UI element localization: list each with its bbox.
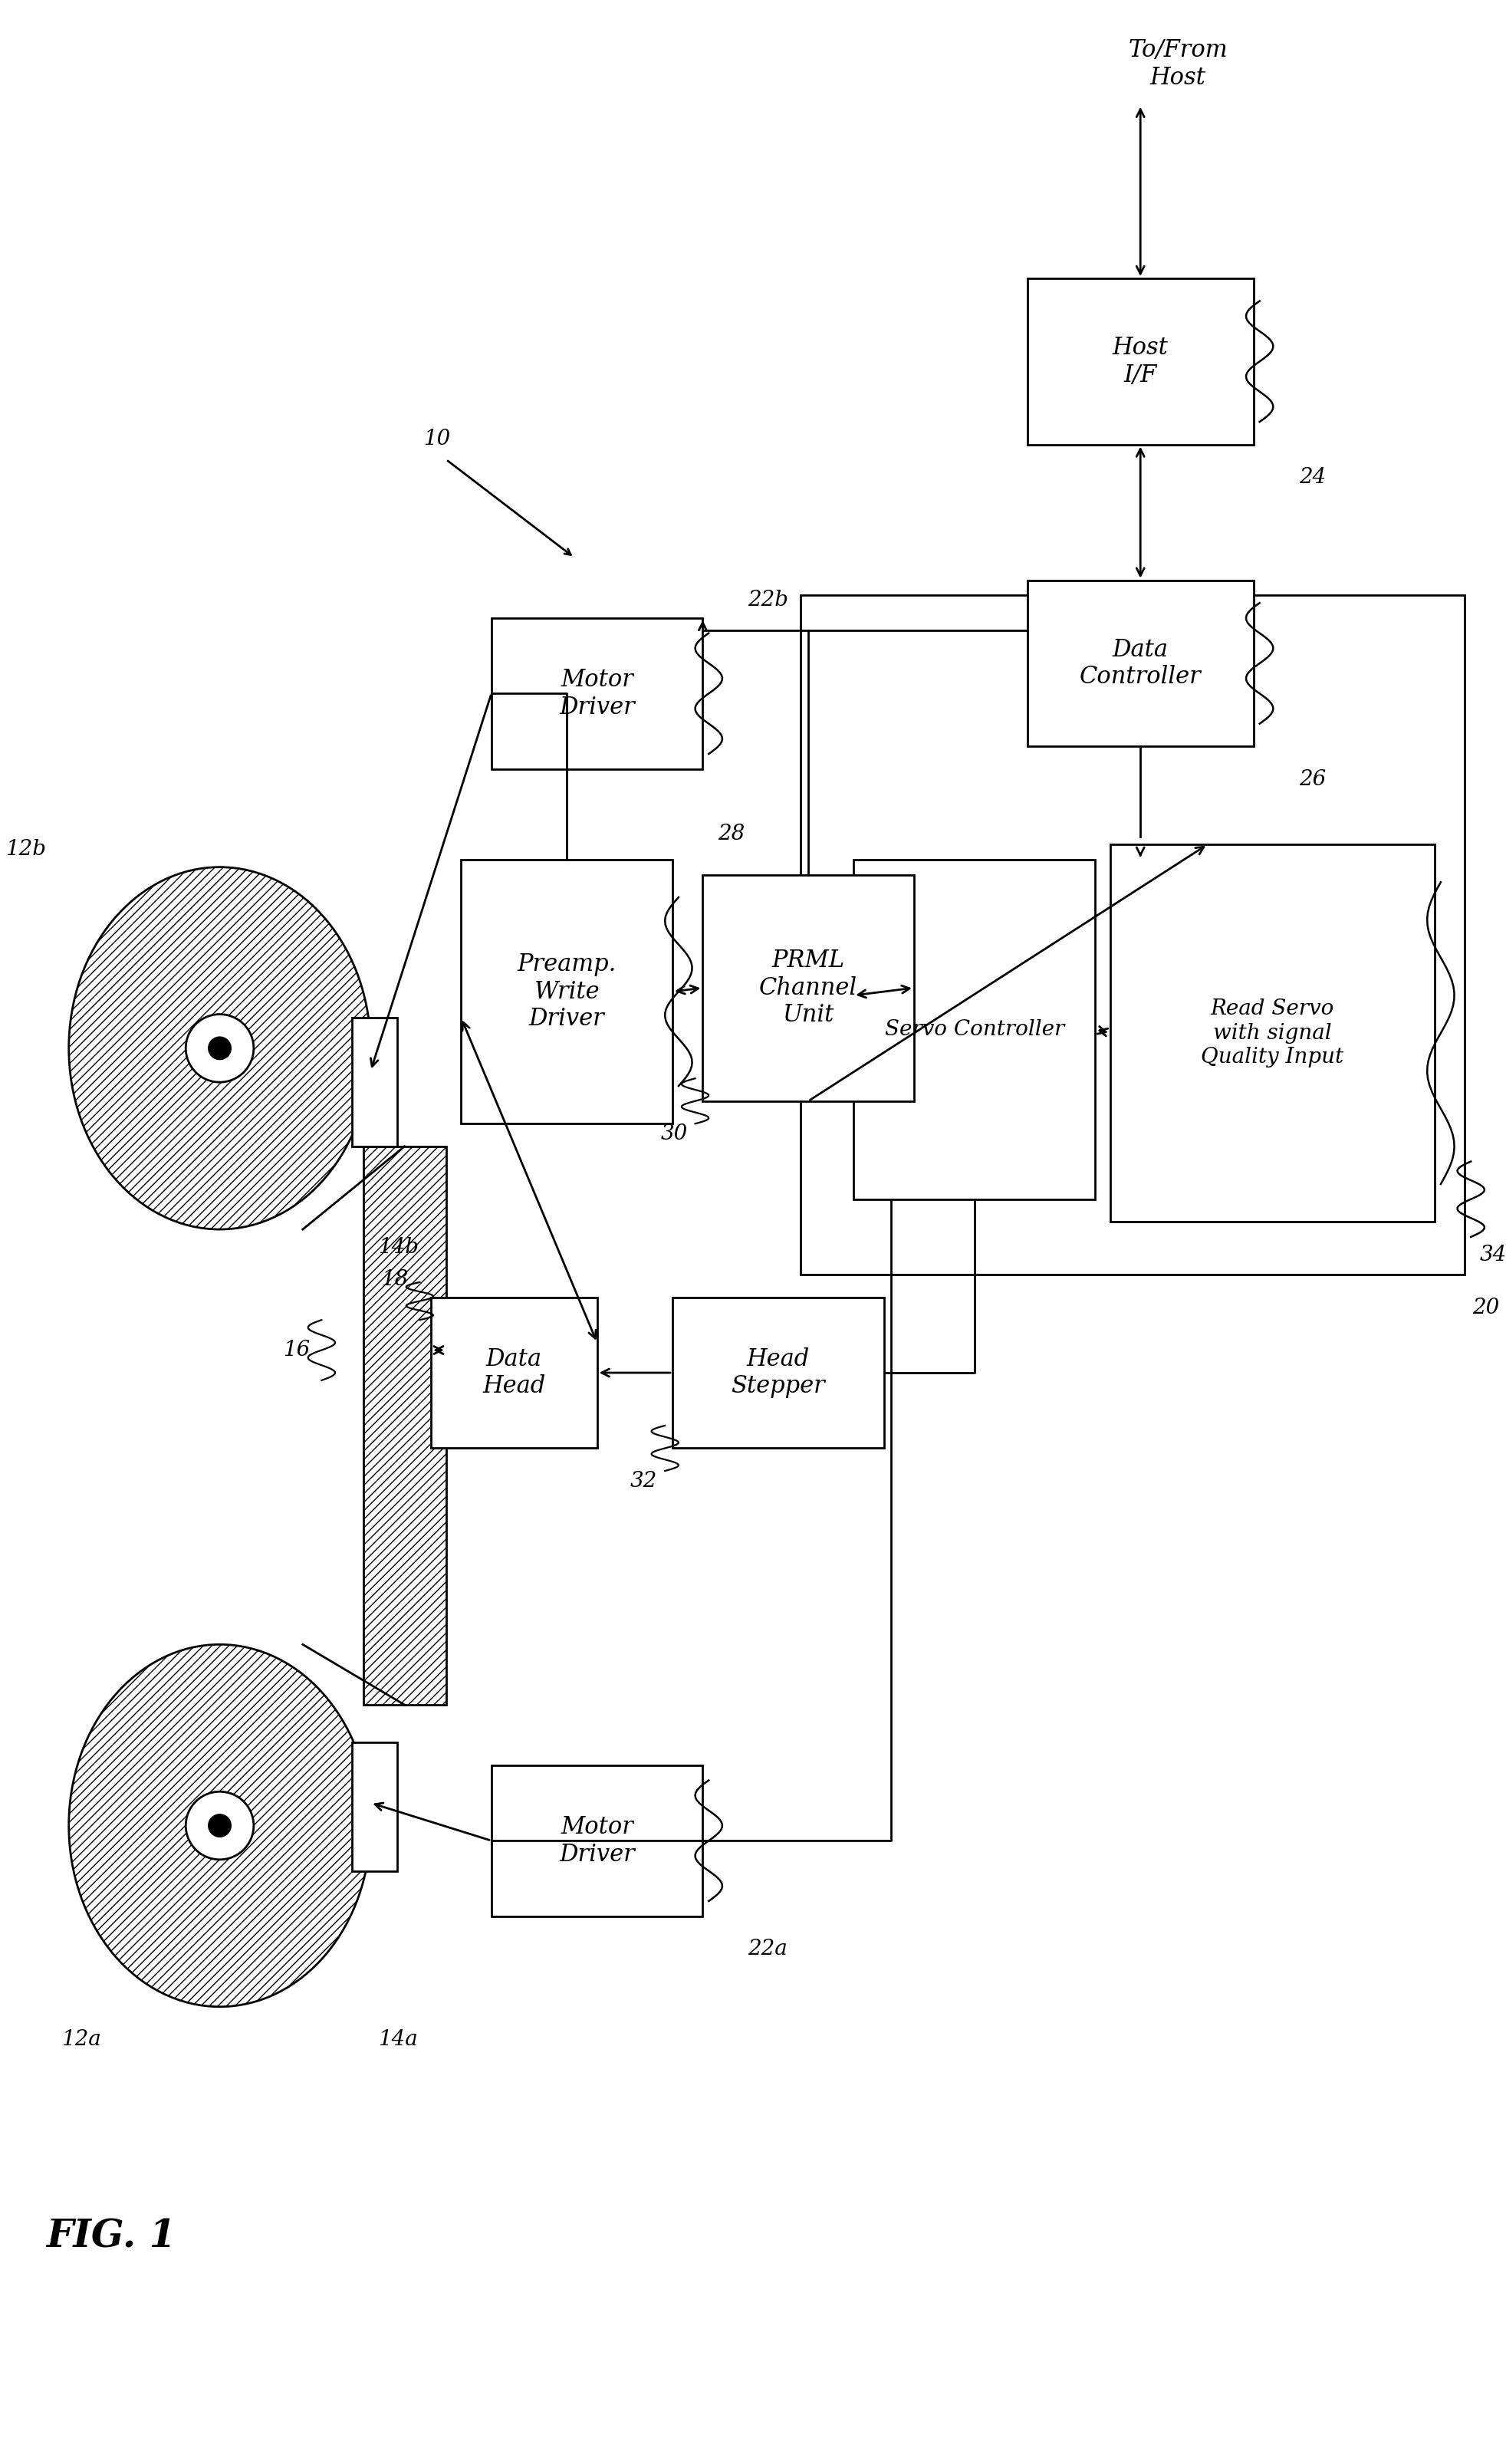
Bar [1027,582,1253,747]
Text: Motor
Driver: Motor Driver [559,1816,634,1865]
Text: 26: 26 [1298,769,1325,788]
Text: 22b: 22b [747,589,788,611]
Circle shape [208,1814,230,1838]
Text: FIG. 1: FIG. 1 [47,2218,176,2255]
Text: 24: 24 [1298,468,1325,488]
Bar [1027,278,1253,444]
Text: 14b: 14b [378,1237,419,1257]
Bar [702,875,914,1101]
Text: Head
Stepper: Head Stepper [730,1348,825,1400]
Text: 12b: 12b [6,838,47,860]
Bar [854,860,1095,1200]
Bar [351,1742,398,1870]
Bar [672,1296,884,1449]
Text: 34: 34 [1479,1244,1506,1264]
Text: 32: 32 [630,1471,657,1491]
Bar [491,618,702,769]
Text: 30: 30 [660,1124,687,1143]
Text: Host
I/F: Host I/F [1111,335,1167,387]
Text: Read Servo
with signal
Quality Input: Read Servo with signal Quality Input [1200,998,1343,1067]
Text: 28: 28 [717,823,744,845]
Text: 14a: 14a [378,2030,417,2050]
Ellipse shape [69,1643,370,2006]
Text: Motor
Driver: Motor Driver [559,668,634,719]
Bar [461,860,672,1124]
Circle shape [185,1791,253,1860]
Bar [491,1764,702,1917]
Bar [1110,845,1434,1222]
Ellipse shape [69,867,370,1230]
Bar [800,596,1464,1274]
Text: 10: 10 [423,429,450,448]
Text: PRML
Channel
Unit: PRML Channel Unit [759,949,857,1027]
Text: 20: 20 [1471,1296,1498,1318]
Text: 18: 18 [381,1269,408,1289]
Text: 12a: 12a [62,2030,101,2050]
Text: 22a: 22a [747,1939,788,1959]
Bar [363,1146,446,1705]
Text: Servo Controller: Servo Controller [884,1020,1063,1040]
Text: Preamp.
Write
Driver: Preamp. Write Driver [517,951,616,1030]
Bar [431,1296,596,1449]
Circle shape [185,1015,253,1082]
Bar [351,1018,398,1146]
Circle shape [208,1037,230,1060]
Text: 16: 16 [283,1340,310,1360]
Text: To/From
Host: To/From Host [1128,39,1227,89]
Text: Data
Head: Data Head [482,1348,545,1400]
Text: Data
Controller: Data Controller [1078,638,1200,690]
